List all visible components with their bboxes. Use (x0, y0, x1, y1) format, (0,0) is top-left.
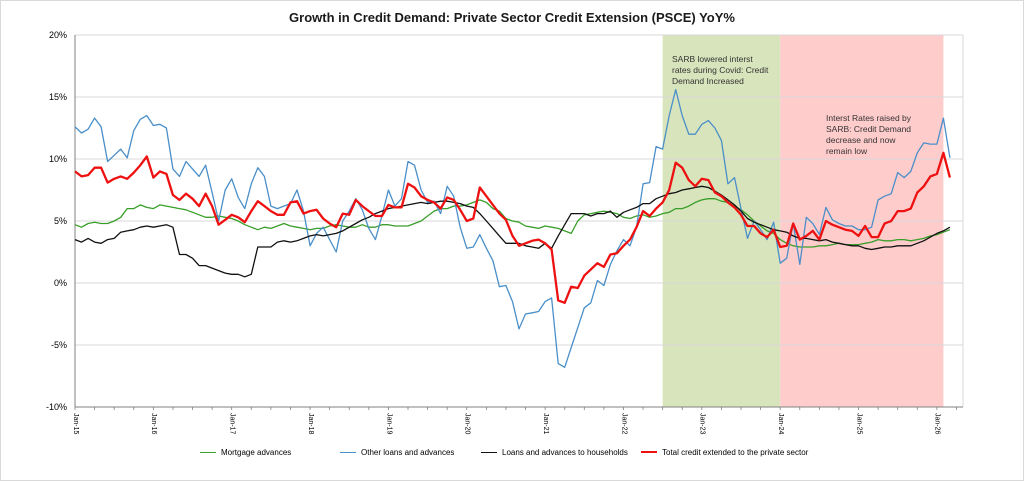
legend-swatch (200, 451, 216, 453)
x-tick-label: Jan-24 (777, 413, 784, 435)
y-tick-label: 10% (49, 154, 67, 164)
legend-swatch (340, 451, 356, 453)
legend: Mortgage advances Other loans and advance… (200, 445, 900, 459)
y-tick-label: 0% (54, 278, 67, 288)
series-line-1 (74, 198, 951, 248)
legend-swatch (641, 451, 657, 453)
x-tick-label: Jan-26 (934, 413, 941, 435)
y-tick-label: -5% (51, 340, 67, 350)
x-tick-label: Jan-25 (855, 413, 862, 435)
x-tick-label: Jan-20 (464, 413, 471, 435)
annotations: SARB lowered interst rates during Covid: … (672, 54, 912, 156)
y-tick-label: 20% (49, 30, 67, 40)
x-tick-label: Jan-15 (72, 413, 79, 435)
x-tick-label: Jan-16 (150, 413, 157, 435)
y-tick-label: -10% (46, 402, 67, 412)
series-lines (74, 88, 952, 368)
annotation-1: SARB lowered interst rates during Covid: … (672, 54, 769, 86)
legend-item: Total credit extended to the private sec… (641, 445, 808, 459)
x-tick-label: Jan-17 (229, 413, 236, 435)
legend-label: Loans and advances to households (502, 447, 628, 457)
legend-swatch (481, 451, 497, 453)
legend-label: Mortgage advances (221, 447, 292, 457)
x-tick-label: Jan-22 (620, 413, 627, 435)
x-tick-label: Jan-18 (307, 413, 314, 435)
axes: -10% -5% 0% 5% 10% 15% 20% Jan-15 Jan-16 Jan-17 Ja… (46, 30, 963, 435)
x-tick-label: Jan-19 (385, 413, 392, 435)
series-line-4 (74, 151, 952, 304)
x-tick-label: Jan-23 (699, 413, 706, 435)
annotation-2: Interst Rates raised by SARB: Credit Dema… (826, 113, 912, 156)
legend-item: Other loans and advances (340, 445, 454, 459)
legend-item: Mortgage advances (200, 445, 291, 459)
y-tick-label: 15% (49, 92, 67, 102)
legend-item: Loans and advances to households (481, 445, 628, 459)
legend-label: Total credit extended to the private sec… (662, 447, 809, 457)
y-tick-label: 5% (54, 216, 67, 226)
series-line-2 (74, 88, 951, 368)
x-tick-label: Jan-21 (542, 413, 549, 435)
legend-label: Other loans and advances (361, 447, 455, 457)
chart-title: Growth in Credit Demand: Private Sector … (289, 10, 735, 25)
